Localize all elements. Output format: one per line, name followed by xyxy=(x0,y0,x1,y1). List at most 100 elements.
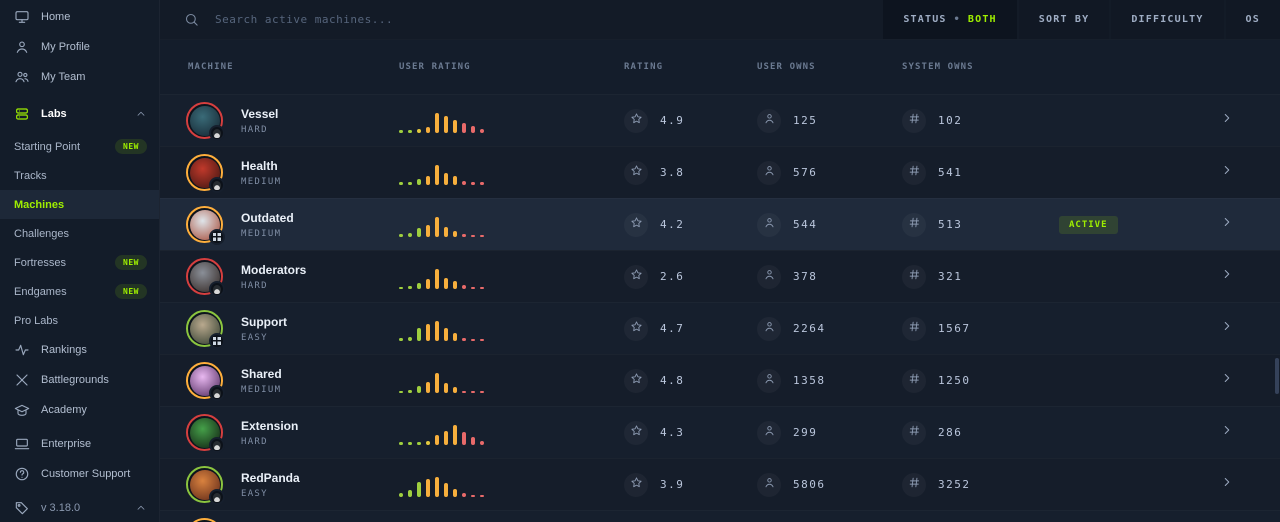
vertical-scrollbar[interactable] xyxy=(1275,358,1279,394)
rating-bar xyxy=(462,122,466,133)
row-chevron[interactable] xyxy=(1196,475,1280,494)
sidebar-item-label: Enterprise xyxy=(41,438,92,450)
chevron-right-icon xyxy=(1220,163,1234,182)
machine-row-extension[interactable]: Extension HARD 4.3 299 286 xyxy=(160,406,1280,458)
sidebar-item-battlegrounds[interactable]: Battlegrounds xyxy=(0,365,159,395)
rating-bar xyxy=(417,481,421,497)
topbar: STATUS • BOTH SORT BY DIFFICULTY OS xyxy=(160,0,1280,40)
filter-button-status[interactable]: STATUS • BOTH xyxy=(883,0,1017,39)
sidebar-item-challenges[interactable]: Challenges xyxy=(0,219,159,248)
rating-bar xyxy=(471,125,475,133)
row-chevron[interactable] xyxy=(1196,163,1280,182)
rating-bar xyxy=(417,327,421,341)
new-badge: NEW xyxy=(115,255,147,270)
linux-icon xyxy=(213,388,221,398)
column-header-user-owns: USER OWNS xyxy=(757,62,816,72)
machine-cell xyxy=(160,518,399,522)
search-box xyxy=(160,0,881,39)
machine-name: RedPanda xyxy=(241,470,300,485)
machine-row-outdated[interactable]: Outdated MEDIUM 4.2 544 513 ACTIVE xyxy=(160,198,1280,250)
machine-row-support[interactable]: Support EASY 4.7 2264 1567 xyxy=(160,302,1280,354)
sidebar-item-pro-labs[interactable]: Pro Labs xyxy=(0,306,159,335)
machine-difficulty: HARD xyxy=(241,436,268,447)
rating-bar xyxy=(471,390,475,393)
machine-row-health[interactable]: Health MEDIUM 3.8 576 541 xyxy=(160,146,1280,198)
system-owns-cell: 541 xyxy=(902,160,1059,185)
system-owns-value: 541 xyxy=(938,166,963,179)
sidebar-item-labs[interactable]: Labs xyxy=(0,96,159,132)
sidebar-item-fortresses[interactable]: Fortresses NEW xyxy=(0,248,159,277)
sidebar-item-label: v 3.18.0 xyxy=(41,502,81,514)
rating-value: 3.9 xyxy=(660,478,685,491)
rating-bar xyxy=(444,226,448,237)
sidebar-item-academy[interactable]: Academy xyxy=(0,395,159,425)
os-badge xyxy=(209,437,225,453)
filter-button-os[interactable]: OS xyxy=(1225,0,1280,39)
machine-row-redpanda[interactable]: RedPanda EASY 3.9 5806 3252 xyxy=(160,458,1280,510)
rating-bar xyxy=(480,128,484,133)
rating-bar xyxy=(417,282,421,289)
machine-row-shared[interactable]: Shared MEDIUM 4.8 1358 1250 xyxy=(160,354,1280,406)
sidebar-item-my-profile[interactable]: My Profile xyxy=(0,32,159,62)
star-icon xyxy=(630,164,643,182)
rating-bar xyxy=(408,232,412,237)
chevron-right-icon xyxy=(1220,215,1234,234)
linux-icon xyxy=(213,284,221,294)
sidebar-item-home[interactable]: Home xyxy=(0,2,159,32)
sidebar-item-customer-support[interactable]: Customer Support xyxy=(0,459,159,489)
rating-bar xyxy=(435,216,439,237)
machine-row-moderators[interactable]: Moderators HARD 2.6 378 321 xyxy=(160,250,1280,302)
rating-bar xyxy=(408,181,412,185)
machine-row-vessel[interactable]: Vessel HARD 4.9 125 102 xyxy=(160,94,1280,146)
rating-bar xyxy=(426,440,430,445)
rating-bar xyxy=(471,436,475,445)
os-badge xyxy=(209,281,225,297)
user-owns-cell: 125 xyxy=(757,108,902,133)
row-chevron[interactable] xyxy=(1196,111,1280,130)
row-chevron[interactable] xyxy=(1196,267,1280,286)
filter-button-difficulty[interactable]: DIFFICULTY xyxy=(1111,0,1224,39)
system-owns-value: 513 xyxy=(938,218,963,231)
filter-bar: STATUS • BOTH SORT BY DIFFICULTY OS xyxy=(881,0,1280,39)
laptop-icon xyxy=(14,436,30,452)
search-icon xyxy=(184,12,199,27)
machine-cell: Extension HARD xyxy=(160,414,399,453)
filter-button-sort-by[interactable]: SORT BY xyxy=(1018,0,1110,39)
machines-table: Vessel HARD 4.9 125 102 Health MEDIUM 3.8 576 541… xyxy=(160,94,1280,522)
rating-bar xyxy=(426,323,430,341)
row-chevron[interactable] xyxy=(1196,215,1280,234)
hash-icon xyxy=(908,372,921,390)
row-chevron[interactable] xyxy=(1196,371,1280,390)
rating-cell: 4.9 xyxy=(624,108,757,133)
hash-icon xyxy=(908,112,921,130)
person-icon xyxy=(763,164,776,182)
sidebar-item-starting-point[interactable]: Starting Point NEW xyxy=(0,132,159,161)
rating-bar xyxy=(435,112,439,133)
sidebar-item-enterprise[interactable]: Enterprise xyxy=(0,429,159,459)
row-chevron[interactable] xyxy=(1196,319,1280,338)
sidebar-item-tracks[interactable]: Tracks xyxy=(0,161,159,190)
column-header-system-owns: SYSTEM OWNS xyxy=(902,62,974,72)
os-badge xyxy=(209,489,225,505)
user-rating-histogram xyxy=(399,421,484,445)
hash-icon xyxy=(908,164,921,182)
os-badge xyxy=(209,385,225,401)
machine-cell: Moderators HARD xyxy=(160,258,399,297)
rating-cell: 4.2 xyxy=(624,212,757,237)
machine-name: Shared xyxy=(241,366,282,381)
rating-value: 4.9 xyxy=(660,114,685,127)
sidebar-item-label: Rankings xyxy=(41,344,87,356)
rating-bar xyxy=(480,338,484,341)
sidebar-item-endgames[interactable]: Endgames NEW xyxy=(0,277,159,306)
search-input[interactable] xyxy=(215,13,515,26)
machine-row-partial[interactable] xyxy=(160,510,1280,522)
filter-label: STATUS xyxy=(903,14,947,25)
machine-cell: Shared MEDIUM xyxy=(160,362,399,401)
chevron-up-icon xyxy=(135,108,147,120)
sidebar-item-my-team[interactable]: My Team xyxy=(0,62,159,92)
sidebar-item-version[interactable]: v 3.18.0 xyxy=(0,493,159,522)
sidebar-item-machines[interactable]: Machines xyxy=(0,190,159,219)
user-owns-cell: 1358 xyxy=(757,368,902,393)
row-chevron[interactable] xyxy=(1196,423,1280,442)
sidebar-item-rankings[interactable]: Rankings xyxy=(0,335,159,365)
